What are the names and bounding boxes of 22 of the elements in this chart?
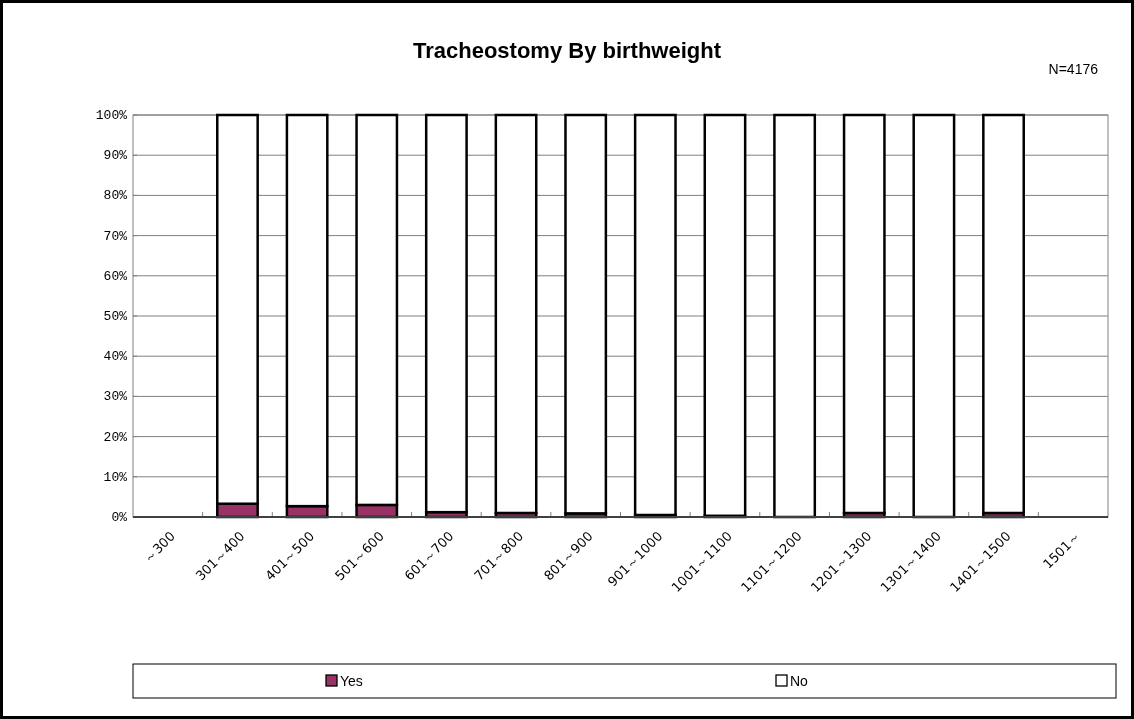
y-tick-label: 0% [111,510,128,525]
y-tick-label: 60% [103,268,128,284]
x-tick-label: 801～900 [540,528,596,584]
y-tick-label: 40% [103,349,128,365]
text: N=4176 [1048,61,1099,77]
y-tick-label: 80% [103,188,128,204]
legend-label: No [790,673,809,689]
y-tick-label: 100% [95,108,128,123]
y-tick-label: 50% [103,309,128,324]
x-tick-label: 601～700 [401,528,457,584]
x-tick-label: 401～500 [262,528,318,584]
y-tick-label: 30% [103,389,128,405]
y-tick-label: 90% [103,148,128,164]
legend-label: Yes [340,673,363,689]
y-tick-label: 70% [103,228,128,244]
x-tick-label: ～300 [140,528,178,566]
x-tick-label: 301～400 [192,528,248,584]
x-tick-label: 701～800 [471,528,527,584]
chart-title: Tracheostomy By birthweight [412,38,722,63]
y-tick-label: 10% [103,469,128,485]
x-tick-label: 501～600 [331,528,387,584]
y-tick-label: 20% [103,429,128,445]
